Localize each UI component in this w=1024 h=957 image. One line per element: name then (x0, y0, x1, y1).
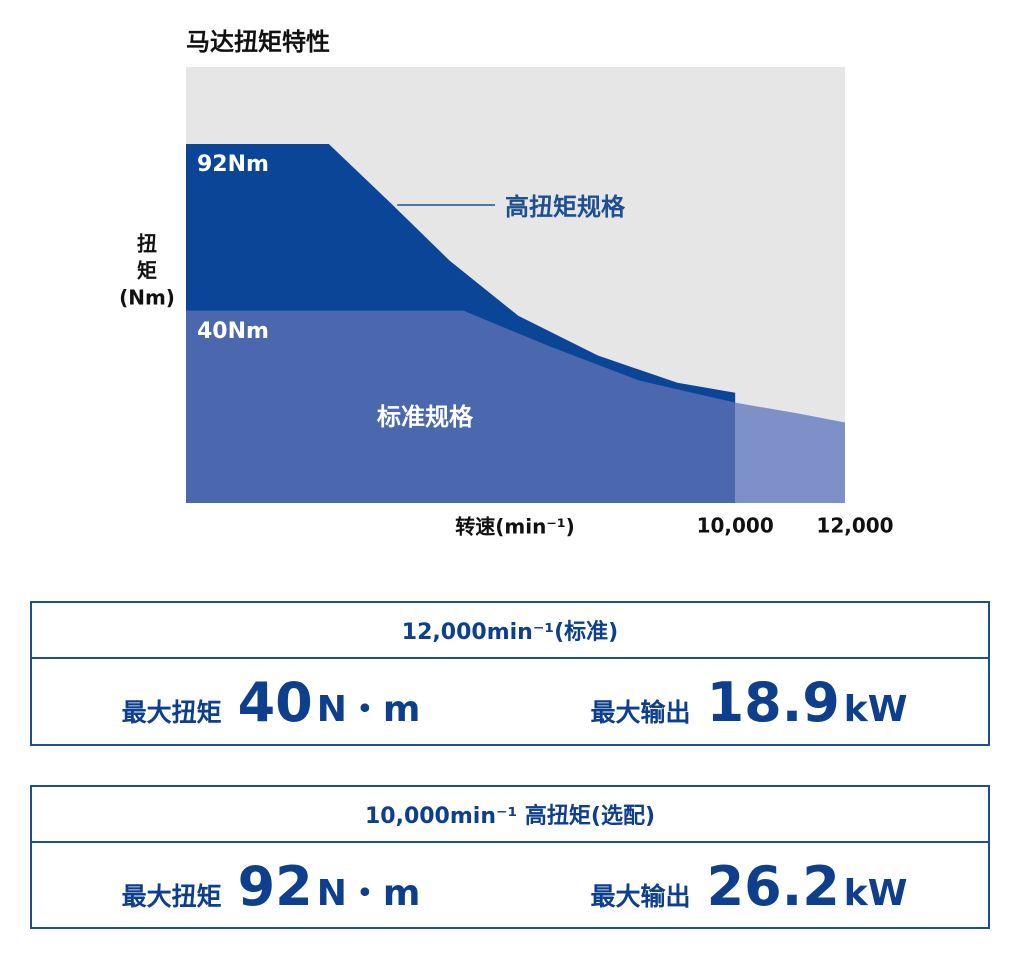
spec-label: 最大输出 (590, 697, 691, 727)
spec-unit: kW (843, 872, 908, 914)
spec-item: 最大输出 26.2 kW (510, 855, 988, 918)
series-label: 高扭矩规格 (505, 193, 626, 221)
spec-box: 12,000min⁻¹(标准) 最大扭矩 40 N・m 最大输出 18.9 kW (30, 601, 990, 746)
spec-unit: N・m (316, 872, 421, 914)
spec-value: 26.2 (706, 854, 840, 918)
spec-value: 92 (237, 854, 313, 918)
spec-item: 最大输出 18.9 kW (510, 671, 988, 734)
annotation: 40Nm (197, 319, 269, 344)
spec-label: 最大输出 (590, 881, 691, 911)
y-axis-label: (Nm) (119, 286, 175, 310)
spec-item: 最大扭矩 92 N・m (32, 855, 510, 918)
y-axis-label: 扭 (137, 232, 157, 256)
spec-value: 40 (237, 670, 313, 734)
x-tick-label: 12,000 (816, 514, 893, 538)
spec-box: 10,000min⁻¹ 高扭矩(选配) 最大扭矩 92 N・m 最大输出 26.2 kW (30, 785, 990, 929)
annotation: 92Nm (197, 152, 269, 177)
spec-unit: N・m (316, 688, 421, 730)
spec-item: 最大扭矩 40 N・m (32, 671, 510, 734)
chart-title: 马达扭矩特性 (186, 28, 330, 56)
y-axis-label: 矩 (137, 259, 157, 283)
spec-row: 最大扭矩 40 N・m 最大输出 18.9 kW (32, 659, 988, 745)
spec-label: 最大扭矩 (121, 881, 222, 911)
spec-heading: 12,000min⁻¹(标准) (32, 603, 988, 659)
spec-unit: kW (843, 688, 908, 730)
spec-heading: 10,000min⁻¹ 高扭矩(选配) (32, 787, 988, 843)
spec-value: 18.9 (706, 670, 840, 734)
x-tick-label: 10,000 (697, 514, 774, 538)
area (186, 310, 845, 503)
spec-label: 最大扭矩 (121, 697, 222, 727)
spec-row: 最大扭矩 92 N・m 最大输出 26.2 kW (32, 843, 988, 929)
series-label: 标准规格 (377, 403, 474, 431)
x-axis-label: 转速(min⁻¹) (455, 515, 575, 539)
